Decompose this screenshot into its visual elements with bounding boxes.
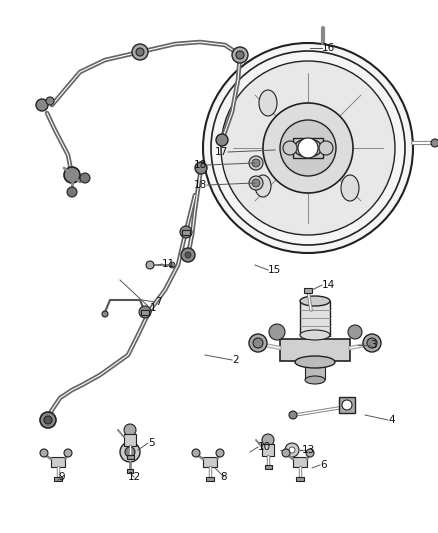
Circle shape <box>282 449 290 457</box>
Circle shape <box>132 44 148 60</box>
Bar <box>262 444 274 456</box>
Bar <box>293 138 323 158</box>
Circle shape <box>253 338 263 348</box>
Circle shape <box>46 97 54 105</box>
Bar <box>300 301 330 335</box>
Text: 1: 1 <box>150 303 157 313</box>
Circle shape <box>192 449 200 457</box>
Ellipse shape <box>259 90 277 116</box>
Ellipse shape <box>300 330 330 340</box>
Circle shape <box>283 141 297 155</box>
Bar <box>296 477 304 481</box>
Bar <box>127 469 133 473</box>
Circle shape <box>252 159 260 167</box>
Ellipse shape <box>300 296 330 306</box>
Circle shape <box>64 167 80 183</box>
Circle shape <box>262 434 274 446</box>
Text: 14: 14 <box>322 280 335 290</box>
Text: 17: 17 <box>215 147 228 157</box>
Circle shape <box>136 48 144 56</box>
Circle shape <box>342 400 352 410</box>
Text: 16: 16 <box>322 43 335 53</box>
Bar <box>182 230 190 235</box>
Circle shape <box>263 103 353 193</box>
Bar <box>339 397 355 413</box>
Circle shape <box>40 449 48 457</box>
Circle shape <box>185 252 191 258</box>
Circle shape <box>40 412 56 428</box>
Circle shape <box>203 43 413 253</box>
Text: 10: 10 <box>258 442 271 452</box>
Circle shape <box>289 447 295 453</box>
Circle shape <box>363 334 381 352</box>
Ellipse shape <box>341 175 359 201</box>
Circle shape <box>306 449 314 457</box>
Circle shape <box>139 306 151 318</box>
Circle shape <box>289 411 297 419</box>
Bar <box>265 465 272 469</box>
Circle shape <box>142 311 148 317</box>
Circle shape <box>169 262 175 268</box>
Circle shape <box>348 325 362 339</box>
Circle shape <box>285 443 299 457</box>
Ellipse shape <box>305 376 325 384</box>
Circle shape <box>236 51 244 59</box>
Ellipse shape <box>295 356 335 368</box>
Bar <box>280 339 350 361</box>
Circle shape <box>67 187 77 197</box>
Circle shape <box>249 176 263 190</box>
Circle shape <box>36 99 48 111</box>
Circle shape <box>252 179 260 187</box>
Ellipse shape <box>294 139 322 157</box>
Text: 15: 15 <box>268 265 281 275</box>
Circle shape <box>269 324 285 340</box>
Text: 18: 18 <box>194 180 207 190</box>
Circle shape <box>180 226 192 238</box>
Circle shape <box>367 338 377 348</box>
Bar <box>293 457 307 467</box>
Circle shape <box>80 173 90 183</box>
Text: 8: 8 <box>221 472 227 482</box>
Circle shape <box>64 449 72 457</box>
Bar <box>305 365 325 379</box>
Circle shape <box>216 134 228 146</box>
Text: 18: 18 <box>194 160 207 170</box>
Ellipse shape <box>255 175 271 197</box>
Circle shape <box>124 424 136 436</box>
Circle shape <box>146 261 154 269</box>
Circle shape <box>195 162 207 174</box>
Bar <box>203 457 217 467</box>
Text: 5: 5 <box>148 438 155 448</box>
Text: 3: 3 <box>370 340 377 350</box>
Circle shape <box>298 138 318 158</box>
Circle shape <box>125 447 135 457</box>
Circle shape <box>431 139 438 147</box>
Text: 9: 9 <box>59 472 65 482</box>
Circle shape <box>319 141 333 155</box>
Circle shape <box>216 449 224 457</box>
Text: 6: 6 <box>320 460 327 470</box>
Text: 4: 4 <box>388 415 395 425</box>
Text: 2: 2 <box>232 355 239 365</box>
Text: 7: 7 <box>155 297 162 307</box>
Bar <box>51 457 65 467</box>
Bar <box>141 310 149 314</box>
Bar <box>127 455 134 459</box>
Text: 11: 11 <box>162 259 175 269</box>
Circle shape <box>44 416 52 424</box>
Circle shape <box>249 334 267 352</box>
Circle shape <box>102 311 108 317</box>
Circle shape <box>232 47 248 63</box>
Circle shape <box>280 120 336 176</box>
Text: 13: 13 <box>302 445 315 455</box>
Bar <box>124 434 136 446</box>
Text: 12: 12 <box>127 472 141 482</box>
Bar <box>304 287 312 293</box>
Circle shape <box>120 442 140 462</box>
Circle shape <box>249 156 263 170</box>
Bar <box>206 477 214 481</box>
Bar <box>54 477 62 481</box>
Circle shape <box>221 61 395 235</box>
Circle shape <box>181 248 195 262</box>
